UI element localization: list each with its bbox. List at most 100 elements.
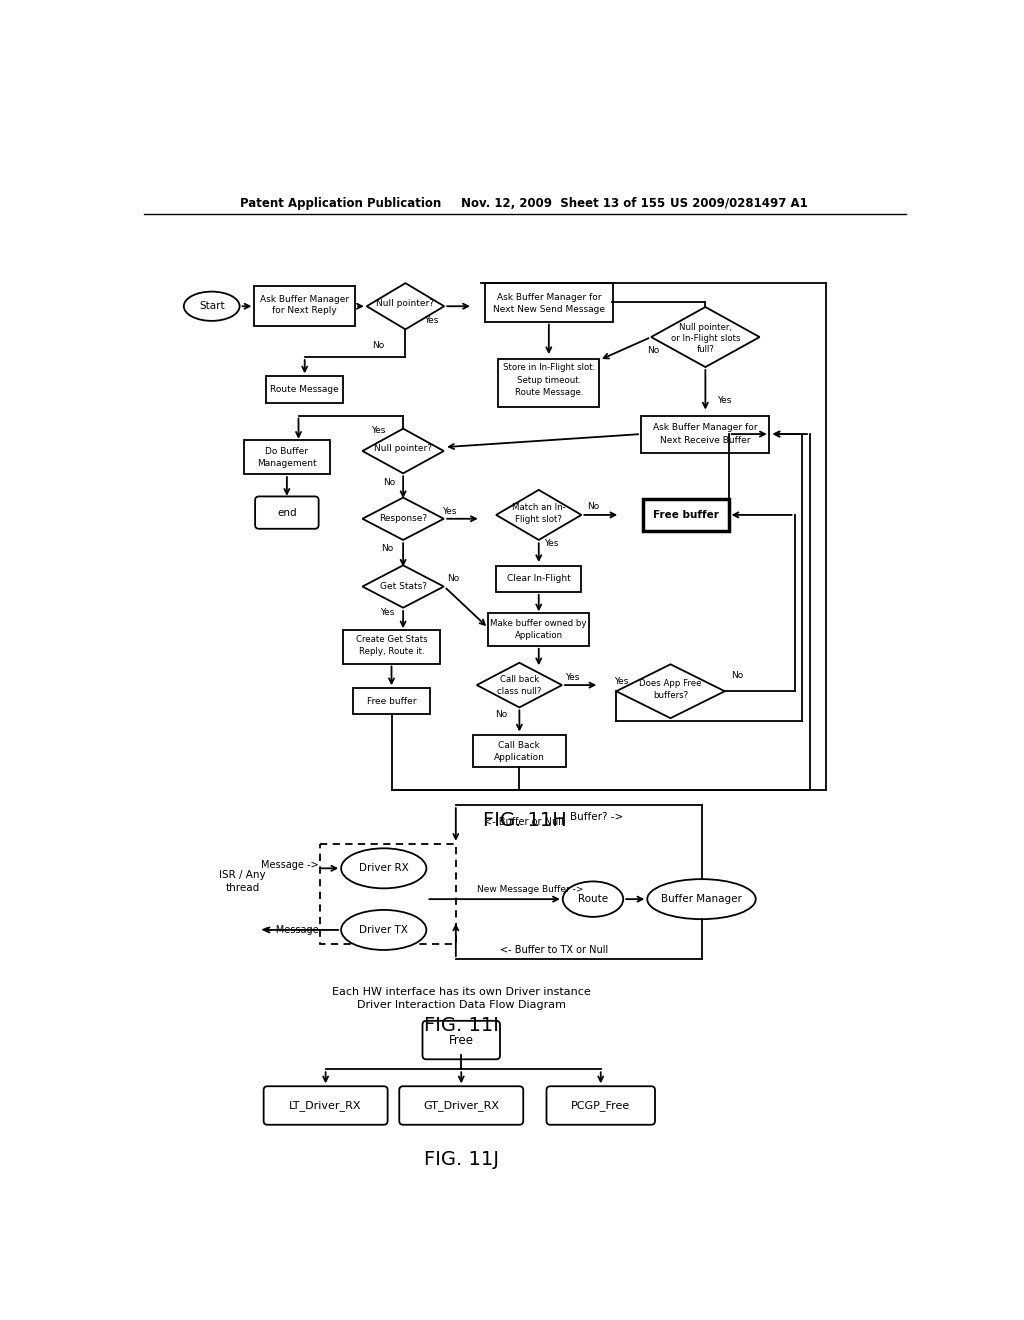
Text: thread: thread: [225, 883, 260, 894]
Text: Setup timeout.: Setup timeout.: [517, 376, 581, 384]
Polygon shape: [477, 663, 562, 708]
Text: Management: Management: [257, 459, 316, 467]
Text: Null pointer?: Null pointer?: [377, 300, 434, 309]
Text: Get Stats?: Get Stats?: [380, 582, 427, 591]
Polygon shape: [496, 490, 582, 540]
Ellipse shape: [341, 909, 426, 950]
Text: Yes: Yes: [381, 609, 395, 618]
Bar: [343, 630, 440, 664]
Ellipse shape: [341, 849, 426, 888]
Text: <- Buffer or Null: <- Buffer or Null: [484, 817, 564, 828]
Text: Each HW interface has its own Driver instance: Each HW interface has its own Driver ins…: [332, 986, 591, 997]
Bar: [485, 284, 612, 322]
Text: Driver TX: Driver TX: [359, 925, 409, 935]
Text: No: No: [383, 478, 395, 487]
Text: Create Get Stats: Create Get Stats: [355, 635, 427, 644]
Polygon shape: [367, 284, 444, 330]
Text: Call back: Call back: [500, 676, 539, 684]
Text: Driver Interaction Data Flow Diagram: Driver Interaction Data Flow Diagram: [356, 1001, 565, 1010]
Bar: [245, 441, 330, 474]
Text: No: No: [372, 341, 384, 350]
Text: Ask Buffer Manager for: Ask Buffer Manager for: [653, 424, 758, 433]
Text: class null?: class null?: [498, 686, 542, 696]
Text: Make buffer owned by: Make buffer owned by: [490, 619, 587, 628]
Text: Buffer Manager: Buffer Manager: [662, 894, 742, 904]
Text: Patent Application Publication: Patent Application Publication: [241, 197, 441, 210]
Text: ISR / Any: ISR / Any: [219, 870, 266, 879]
Text: full?: full?: [696, 345, 715, 354]
FancyBboxPatch shape: [255, 496, 318, 529]
Text: Response?: Response?: [379, 515, 427, 523]
Text: Nov. 12, 2009  Sheet 13 of 155: Nov. 12, 2009 Sheet 13 of 155: [461, 197, 666, 210]
Polygon shape: [362, 498, 443, 540]
FancyBboxPatch shape: [547, 1086, 655, 1125]
Text: Free: Free: [449, 1034, 474, 1047]
Text: Message ->: Message ->: [261, 861, 318, 870]
Text: No: No: [496, 710, 508, 719]
Text: for Next Reply: for Next Reply: [272, 306, 337, 315]
Text: Yes: Yes: [371, 426, 385, 434]
Text: FIG. 11H: FIG. 11H: [483, 810, 566, 830]
Text: end: end: [278, 508, 297, 517]
Text: Ask Buffer Manager: Ask Buffer Manager: [260, 294, 349, 304]
Polygon shape: [651, 308, 760, 367]
Text: Start: Start: [199, 301, 224, 312]
Text: Yes: Yes: [565, 673, 580, 682]
Text: Yes: Yes: [614, 677, 629, 686]
Text: No: No: [647, 346, 659, 355]
Text: FIG. 11J: FIG. 11J: [424, 1150, 499, 1170]
Ellipse shape: [183, 292, 240, 321]
Polygon shape: [362, 429, 443, 474]
Text: Next Receive Buffer: Next Receive Buffer: [660, 436, 751, 445]
Text: Match an In-: Match an In-: [512, 503, 565, 512]
Text: Yes: Yes: [717, 396, 731, 405]
Text: Driver RX: Driver RX: [358, 863, 409, 874]
Text: Yes: Yes: [544, 539, 558, 548]
Text: Yes: Yes: [424, 315, 438, 325]
Text: New Message Buffer ->: New Message Buffer ->: [477, 886, 584, 895]
Text: No: No: [731, 672, 743, 680]
FancyBboxPatch shape: [423, 1020, 500, 1059]
Polygon shape: [616, 664, 725, 718]
FancyBboxPatch shape: [263, 1086, 388, 1125]
Bar: [641, 416, 769, 453]
Ellipse shape: [563, 882, 624, 917]
Text: Next New Send Message: Next New Send Message: [493, 305, 605, 314]
Bar: [643, 499, 729, 531]
Text: buffers?: buffers?: [653, 692, 688, 701]
Text: No: No: [588, 502, 600, 511]
Text: Call Back: Call Back: [499, 741, 541, 750]
Bar: [488, 614, 589, 645]
Text: Yes: Yes: [442, 507, 457, 516]
Bar: [266, 376, 343, 403]
Text: No: No: [382, 544, 394, 553]
Text: Ask Buffer Manager for: Ask Buffer Manager for: [497, 293, 601, 301]
Bar: [254, 286, 355, 326]
Bar: [499, 359, 599, 407]
Text: Free buffer: Free buffer: [653, 510, 719, 520]
Text: Route Message.: Route Message.: [515, 388, 583, 397]
FancyBboxPatch shape: [399, 1086, 523, 1125]
Text: or In-Flight slots: or In-Flight slots: [671, 334, 740, 343]
Text: Buffer? ->: Buffer? ->: [569, 812, 623, 822]
Bar: [352, 688, 430, 714]
Bar: [496, 566, 582, 591]
Text: Does App Free: Does App Free: [639, 678, 701, 688]
Bar: [321, 843, 456, 944]
Text: <- Message: <- Message: [261, 925, 318, 935]
Text: Route Message: Route Message: [270, 385, 339, 393]
Text: Do Buffer: Do Buffer: [265, 447, 308, 457]
Text: Store in In-Flight slot.: Store in In-Flight slot.: [503, 363, 595, 372]
Text: Clear In-Flight: Clear In-Flight: [507, 574, 570, 583]
Text: GT_Driver_RX: GT_Driver_RX: [423, 1100, 500, 1111]
Text: Application: Application: [515, 631, 563, 640]
Text: Null pointer,: Null pointer,: [679, 323, 732, 333]
Text: Reply, Route it.: Reply, Route it.: [358, 648, 424, 656]
Text: FIG. 11I: FIG. 11I: [424, 1016, 499, 1035]
Text: Application: Application: [494, 752, 545, 762]
Text: <- Buffer to TX or Null: <- Buffer to TX or Null: [500, 945, 608, 954]
Text: Route: Route: [578, 894, 608, 904]
Text: Flight slot?: Flight slot?: [515, 515, 562, 524]
Text: PCGP_Free: PCGP_Free: [571, 1100, 631, 1111]
Text: US 2009/0281497 A1: US 2009/0281497 A1: [671, 197, 808, 210]
